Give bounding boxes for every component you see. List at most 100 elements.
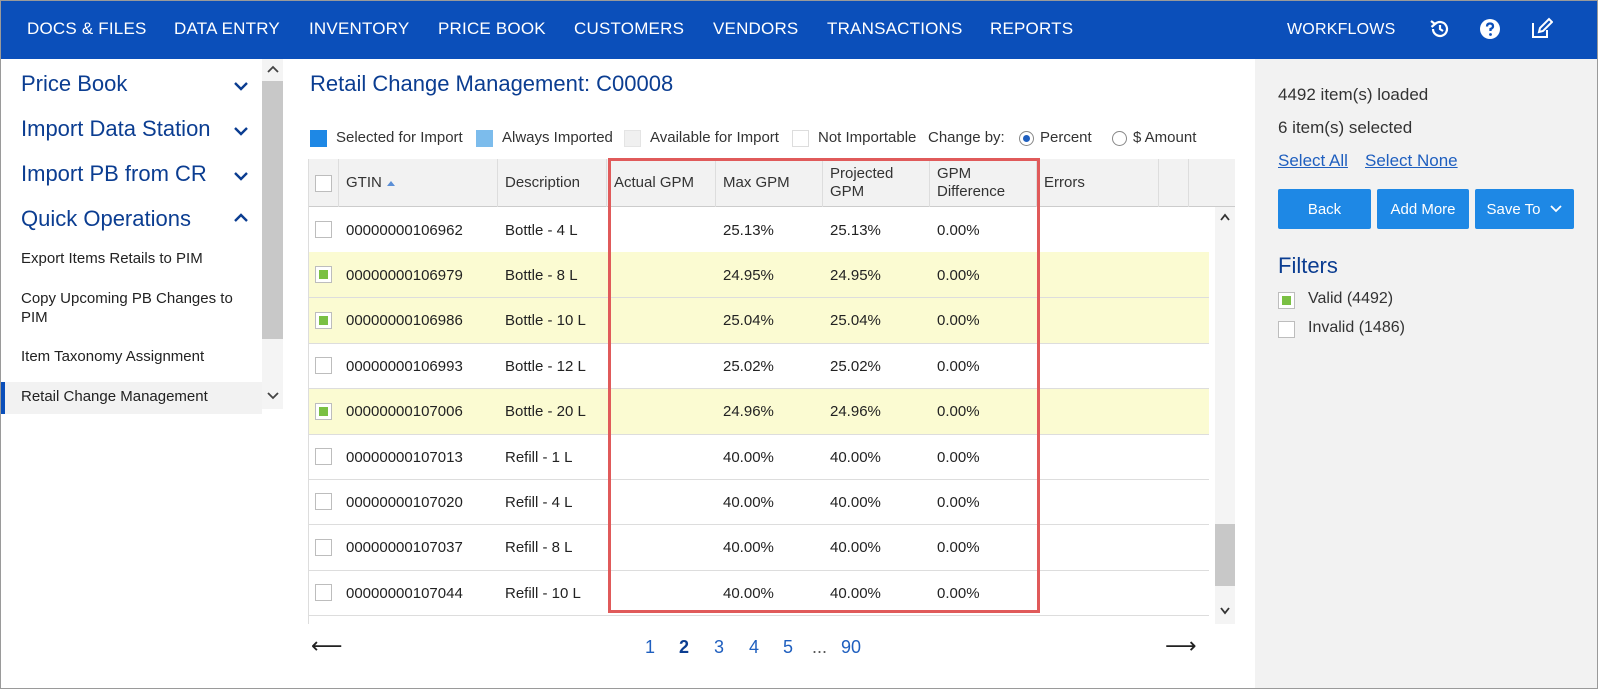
edit-icon[interactable] [1529, 17, 1553, 41]
page-link-3[interactable]: 3 [714, 637, 725, 657]
scroll-up-icon[interactable] [1220, 213, 1230, 221]
chevron-up-icon[interactable] [232, 209, 250, 227]
cell-max: 40.00% [723, 584, 774, 602]
legend-swatch-selected [310, 130, 327, 147]
table-row[interactable]: 00000000106962 Bottle - 4 L 25.13% 25.13% 0.… [309, 207, 1209, 253]
filter-valid-checkbox[interactable] [1278, 292, 1295, 309]
grid-scrollbar[interactable] [1215, 207, 1235, 624]
table-row[interactable]: 00000000107006 Bottle - 20 L 24.96% 24.96% 0… [309, 388, 1209, 435]
row-checkbox[interactable] [315, 538, 332, 556]
page-link-4[interactable]: 4 [749, 637, 760, 657]
sidebar-item-export-items-retails[interactable]: Export Items Retails to PIM [21, 250, 203, 267]
sidebar: Price Book Import Data Station Import PB… [1, 59, 283, 688]
page-link-90[interactable]: 90 [841, 637, 862, 657]
filter-invalid-checkbox[interactable] [1278, 321, 1295, 338]
add-more-button[interactable]: Add More [1377, 189, 1469, 229]
page-link-1[interactable]: 1 [645, 637, 656, 657]
back-button[interactable]: Back [1278, 189, 1371, 229]
table-row[interactable]: 00000000107037 Refill - 8 L 40.00% 40.00% 0.… [309, 525, 1209, 571]
row-checkbox[interactable] [315, 402, 332, 420]
nav-data-entry[interactable]: DATA ENTRY [174, 19, 280, 38]
column-description[interactable]: Description [498, 159, 607, 207]
column-actual-gpm[interactable]: Actual GPM [607, 159, 716, 207]
items-loaded-count: 4492 item(s) loaded [1278, 85, 1429, 104]
cell-description: Bottle - 12 L [505, 357, 586, 375]
row-checkbox[interactable] [315, 311, 332, 329]
page-link-2-current[interactable]: 2 [679, 637, 690, 657]
sidebar-section-quick-operations[interactable]: Quick Operations [21, 206, 191, 231]
nav-customers[interactable]: CUSTOMERS [574, 19, 685, 38]
sidebar-section-import-pb-from-cr[interactable]: Import PB from CR [21, 161, 207, 186]
sidebar-item-copy-upcoming-pb[interactable]: Copy Upcoming PB Changes to PIM [21, 290, 233, 326]
column-gpm-difference[interactable]: GPM Difference [930, 159, 1037, 207]
chevron-down-icon[interactable] [232, 77, 250, 95]
cell-description: Refill - 10 L [505, 584, 581, 602]
sidebar-item-retail-change-management[interactable]: Retail Change Management [21, 388, 208, 405]
column-projected-gpm[interactable]: Projected GPM [823, 159, 930, 207]
table-row[interactable]: 00000000106979 Bottle - 8 L 24.95% 24.95% 0.… [309, 252, 1209, 299]
sidebar-section-import-data-station[interactable]: Import Data Station [21, 116, 211, 141]
history-icon[interactable] [1428, 17, 1452, 41]
sidebar-section-price-book[interactable]: Price Book [21, 71, 128, 96]
page-ellipsis: ... [812, 637, 828, 657]
cell-projected: 25.02% [830, 357, 881, 375]
row-checkbox[interactable] [315, 584, 332, 602]
sidebar-scrollbar-thumb[interactable] [262, 81, 283, 339]
cell-gtin: 00000000107006 [346, 403, 463, 421]
chevron-down-icon[interactable] [232, 122, 250, 140]
row-checkbox[interactable] [315, 448, 332, 465]
scroll-down-icon[interactable] [1220, 607, 1230, 615]
filter-valid-label[interactable]: Valid (4492) [1308, 290, 1394, 307]
amount-radio[interactable] [1112, 131, 1127, 146]
nav-reports[interactable]: REPORTS [990, 19, 1074, 38]
column-gtin[interactable]: GTIN [339, 159, 498, 207]
row-checkbox[interactable] [315, 221, 332, 238]
table-row[interactable]: 00000000107044 Refill - 10 L 40.00% 40.00% 0… [309, 570, 1209, 617]
select-all-checkbox[interactable] [315, 174, 332, 192]
cell-diff: 0.00% [937, 403, 980, 421]
column-max-gpm[interactable]: Max GPM [716, 159, 823, 207]
nav-transactions[interactable]: TRANSACTIONS [827, 19, 963, 38]
table-row[interactable]: 00000000106986 Bottle - 10 L 25.04% 25.04% 0… [309, 297, 1209, 344]
sidebar-item-item-taxonomy[interactable]: Item Taxonomy Assignment [21, 348, 205, 365]
select-all-link[interactable]: Select All [1278, 151, 1348, 170]
page-link-5[interactable]: 5 [783, 637, 794, 657]
amount-label[interactable]: $ Amount [1133, 129, 1197, 146]
save-to-button[interactable]: Save To [1475, 189, 1574, 229]
nav-workflows[interactable]: WORKFLOWS [1287, 21, 1396, 38]
main-content: Retail Change Management: C00008 Selecte… [283, 59, 1255, 688]
grid-scrollbar-thumb[interactable] [1215, 524, 1235, 586]
table-row[interactable]: 00000000107020 Refill - 4 L 40.00% 40.00% 0.… [309, 479, 1209, 526]
nav-price-book[interactable]: PRICE BOOK [438, 19, 546, 38]
table-row[interactable]: 00000000106993 Bottle - 12 L 25.02% 25.02% 0… [309, 343, 1209, 390]
percent-radio[interactable] [1019, 131, 1034, 146]
select-none-link[interactable]: Select None [1365, 151, 1458, 170]
nav-inventory[interactable]: INVENTORY [309, 19, 410, 38]
cell-diff: 0.00% [937, 448, 980, 466]
row-checkbox[interactable] [315, 357, 332, 375]
table-row[interactable]: 00000000107013 Refill - 1 L 40.00% 40.00% 0.… [309, 434, 1209, 480]
items-grid: GTIN Description Actual GPM Max GPM Proj… [308, 159, 1235, 624]
row-checkbox[interactable] [315, 266, 332, 284]
nav-docs-files[interactable]: DOCS & FILES [27, 19, 147, 38]
filter-invalid-label[interactable]: Invalid (1486) [1308, 319, 1405, 336]
cell-gtin: 00000000107013 [346, 448, 463, 466]
legend-swatch-not-importable [792, 130, 809, 147]
legend-selected-label: Selected for Import [336, 129, 463, 146]
chevron-down-icon[interactable] [232, 167, 250, 185]
column-extra [1159, 159, 1189, 207]
legend-not-importable-label: Not Importable [818, 129, 917, 146]
column-gpm-difference-label: GPM Difference [937, 165, 1006, 200]
percent-label[interactable]: Percent [1040, 129, 1092, 146]
legend-always-label: Always Imported [502, 129, 613, 146]
next-page-button[interactable]: ⟶ [1165, 633, 1197, 658]
cell-projected: 24.96% [830, 403, 881, 421]
prev-page-button[interactable]: ⟵ [311, 633, 343, 658]
scroll-up-icon[interactable] [267, 64, 279, 74]
help-icon[interactable] [1478, 17, 1502, 41]
nav-vendors[interactable]: VENDORS [713, 19, 799, 38]
sort-ascending-icon [386, 181, 395, 186]
column-errors[interactable]: Errors [1037, 159, 1159, 207]
row-checkbox[interactable] [315, 493, 332, 511]
scroll-down-icon[interactable] [267, 391, 279, 401]
